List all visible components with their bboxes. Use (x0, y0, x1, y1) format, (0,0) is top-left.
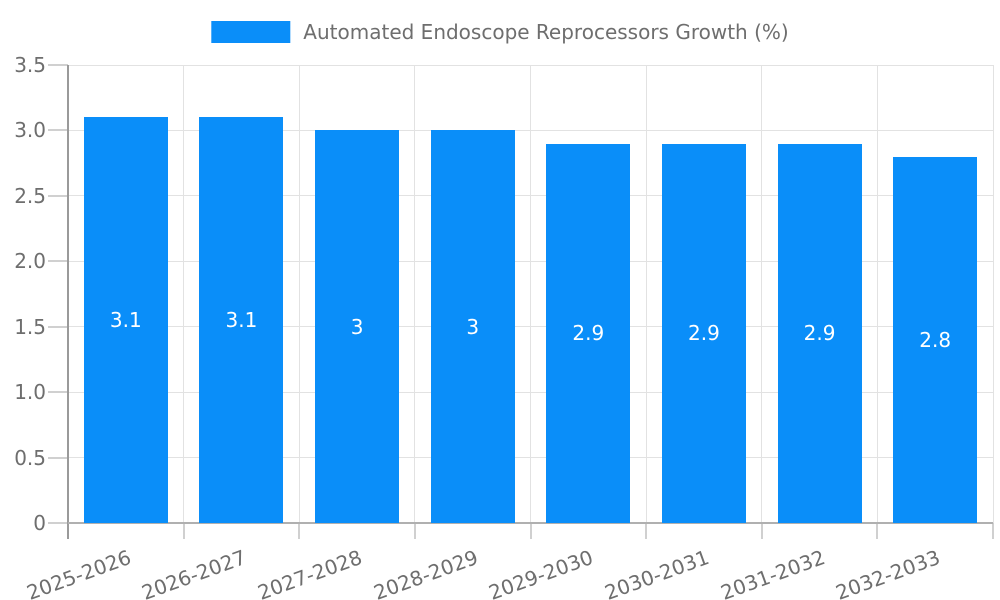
x-axis-tick (876, 523, 879, 539)
y-axis-label: 3.0 (14, 118, 46, 143)
y-axis-tick (48, 260, 68, 263)
bar-2029-2030[interactable] (546, 143, 631, 523)
gridline-vertical (414, 65, 416, 523)
gridline-vertical (761, 65, 763, 523)
bar-value-label: 2.9 (803, 321, 836, 346)
x-axis-tick (992, 523, 994, 539)
y-axis-label: 3.5 (14, 53, 46, 77)
bar-2031-2032[interactable] (777, 143, 862, 523)
x-axis-tick (760, 523, 763, 539)
bar-value-label: 3 (350, 314, 364, 339)
bar-2027-2028[interactable] (315, 130, 400, 523)
gridline-vertical (876, 65, 878, 523)
y-axis-tick (48, 391, 68, 394)
gridline-vertical (645, 65, 647, 523)
x-axis-baseline (68, 522, 993, 524)
y-axis-label: 1.0 (14, 380, 46, 405)
y-axis-tick (48, 456, 68, 459)
y-axis-label: 1.5 (14, 314, 46, 339)
bar-value-label: 3 (466, 314, 480, 339)
bar-2032-2033[interactable] (893, 156, 978, 523)
bar-value-label: 2.9 (688, 321, 720, 346)
bar-2028-2029[interactable] (430, 130, 515, 523)
bar-value-label: 3.1 (109, 308, 142, 333)
y-axis-label: 0.5 (14, 445, 46, 470)
bar-value-label: 3.1 (225, 308, 258, 333)
legend-swatch (211, 21, 291, 43)
bar-value-label: 2.8 (919, 327, 952, 352)
x-axis-tick (298, 523, 301, 539)
y-axis-label: 0 (33, 511, 46, 535)
y-axis-label: 2.5 (14, 183, 46, 208)
gridline-vertical (298, 65, 300, 523)
bar-value-label: 2.9 (572, 321, 605, 346)
gridline-vertical (530, 65, 531, 523)
bar-2025-2026[interactable] (83, 117, 168, 523)
y-axis-line (67, 65, 69, 539)
y-axis-tick (48, 129, 68, 132)
x-axis-tick (529, 523, 532, 539)
gridline-vertical (183, 65, 185, 523)
legend-label: Automated Endoscope Reprocessors Growth … (303, 20, 789, 44)
bar-2026-2027[interactable] (199, 117, 284, 523)
x-axis-tick (645, 523, 648, 539)
bar-2030-2031[interactable] (661, 143, 746, 523)
y-axis-label: 2.0 (14, 249, 46, 274)
y-axis-tick (48, 194, 68, 197)
x-axis-tick (413, 523, 416, 539)
gridline-vertical (992, 65, 994, 523)
y-axis-tick (48, 325, 68, 328)
x-axis-tick (182, 523, 185, 539)
legend: Automated Endoscope Reprocessors Growth … (211, 20, 789, 44)
y-axis-tick (48, 64, 68, 66)
y-axis-tick (48, 522, 68, 524)
